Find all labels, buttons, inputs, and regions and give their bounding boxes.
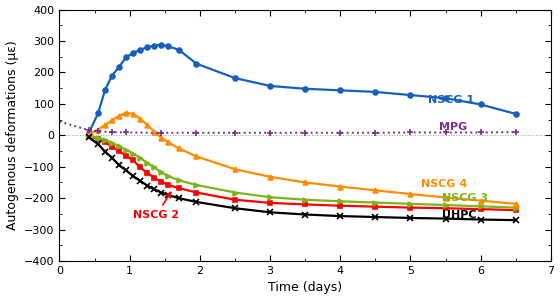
Text: NSCG 1: NSCG 1: [428, 95, 474, 105]
Text: MPG: MPG: [438, 122, 467, 132]
Text: NSCG 3: NSCG 3: [442, 193, 488, 203]
Text: NSCG 4: NSCG 4: [421, 179, 467, 189]
Text: UHPC: UHPC: [442, 209, 477, 220]
X-axis label: Time (days): Time (days): [268, 281, 342, 294]
Text: NSCG 2: NSCG 2: [133, 193, 179, 220]
Y-axis label: Autogenous deformations (με): Autogenous deformations (με): [6, 40, 18, 230]
